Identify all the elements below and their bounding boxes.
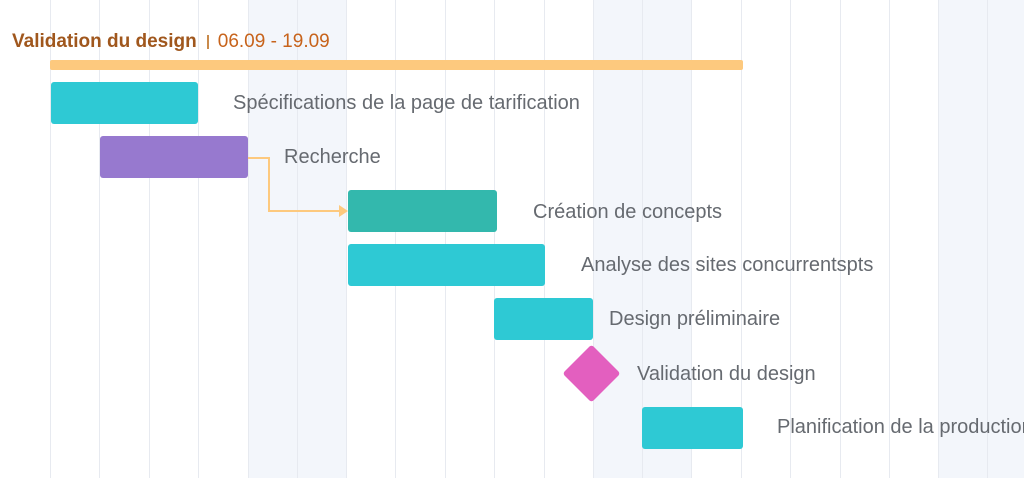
task-label-specifications: Spécifications de la page de tarificatio… (233, 92, 580, 114)
grid-line (99, 0, 100, 478)
grid-line (840, 0, 841, 478)
grid-line (987, 0, 988, 478)
grid-line (149, 0, 150, 478)
task-label-analyse-sites: Analyse des sites concurrentspts (581, 254, 874, 276)
grid-line (50, 0, 51, 478)
grid-line (741, 0, 742, 478)
task-label-creation-concepts: Création de concepts (533, 201, 723, 223)
task-bar-planification-production[interactable] (642, 407, 743, 449)
grid-line (642, 0, 643, 478)
grid-line (297, 0, 298, 478)
grid-line (790, 0, 791, 478)
project-summary-bar[interactable] (50, 60, 743, 70)
project-date-range: 06.09 - 19.09 (217, 31, 330, 52)
task-bar-recherche[interactable] (100, 136, 248, 178)
grid-line (593, 0, 594, 478)
grid-line (248, 0, 249, 478)
grid-line (198, 0, 199, 478)
task-label-validation-design: Validation du design (637, 363, 816, 385)
task-bar-creation-concepts[interactable] (348, 190, 497, 232)
project-title: Validation du design (12, 31, 197, 52)
grid-line (544, 0, 545, 478)
grid-line (445, 0, 446, 478)
task-bar-analyse-sites[interactable] (348, 244, 545, 286)
task-bar-design-preliminaire[interactable] (494, 298, 593, 340)
grid-line (938, 0, 939, 478)
task-bar-specifications[interactable] (51, 82, 198, 124)
grid-line (494, 0, 495, 478)
grid-line (691, 0, 692, 478)
project-header: Validation du design 06.09 - 19.09 (12, 29, 330, 55)
grid-line (889, 0, 890, 478)
task-label-recherche: Recherche (284, 146, 381, 168)
task-label-planification-production: Planification de la production (777, 416, 1024, 438)
grid-line (395, 0, 396, 478)
task-label-design-preliminaire: Design préliminaire (609, 308, 781, 330)
grid-line (346, 0, 347, 478)
weekend-shade (939, 0, 1024, 478)
header-separator (206, 35, 209, 49)
